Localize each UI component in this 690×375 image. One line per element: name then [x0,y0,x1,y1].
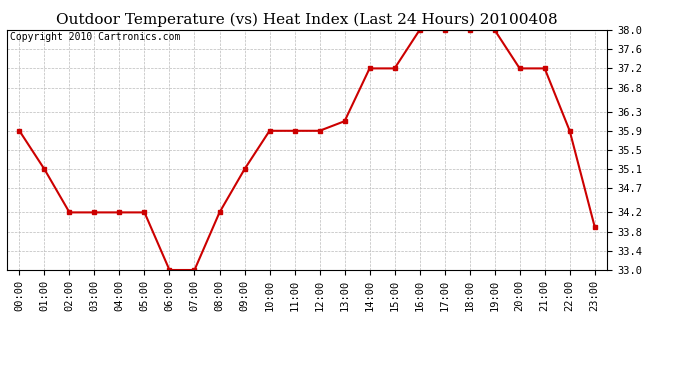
Text: Copyright 2010 Cartronics.com: Copyright 2010 Cartronics.com [10,32,180,42]
Title: Outdoor Temperature (vs) Heat Index (Last 24 Hours) 20100408: Outdoor Temperature (vs) Heat Index (Las… [57,13,558,27]
